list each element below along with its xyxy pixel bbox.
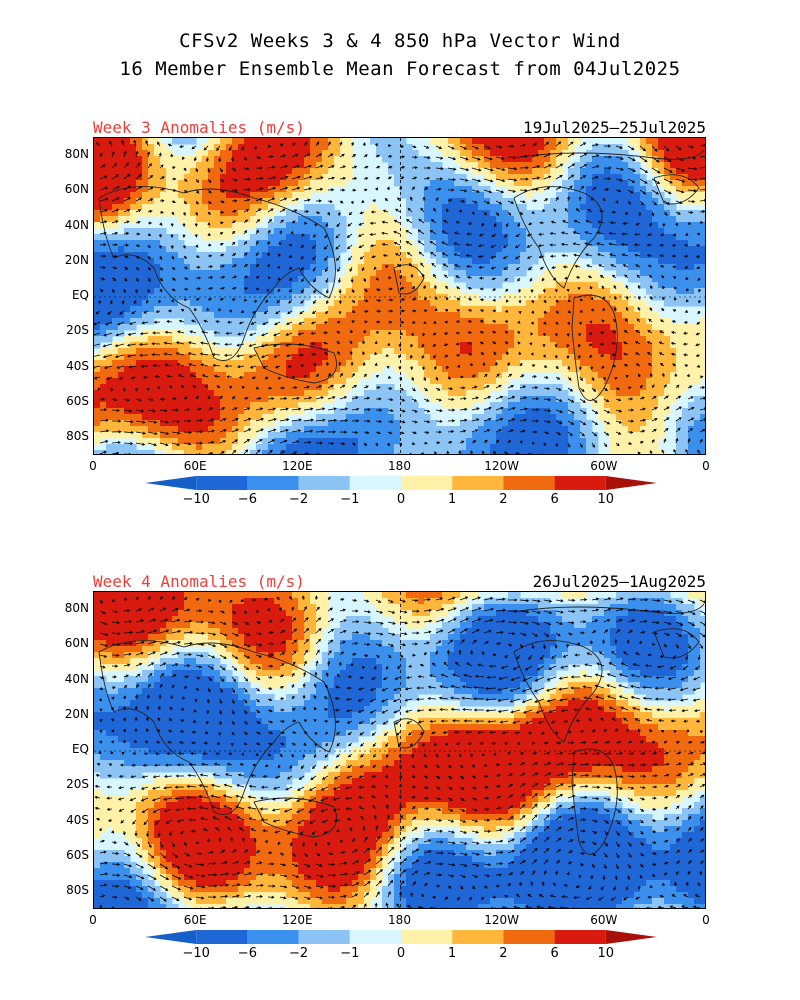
lon-tick-label: 0 <box>89 459 97 473</box>
lat-tick-label: 60S <box>66 847 89 862</box>
panel-2-map <box>93 591 706 909</box>
panel-1-map <box>93 137 706 455</box>
lat-tick-label: EQ <box>71 288 89 302</box>
lat-tick-label: 20N <box>64 252 89 267</box>
lat-tick-label: 20S <box>66 777 89 792</box>
colorbar-tick-label: −2 <box>289 492 309 507</box>
lon-tick-label: 0 <box>702 459 710 473</box>
lat-tick-label: EQ <box>71 742 89 756</box>
colorbar-tick-label: 10 <box>597 492 615 507</box>
lon-tick-label: 180 <box>388 459 411 473</box>
lat-tick-label: 40N <box>64 671 89 686</box>
colorbar-tick-label: 6 <box>550 946 559 961</box>
lat-tick-label: 40S <box>66 812 89 827</box>
lon-tick-label: 120W <box>484 459 520 473</box>
lon-tick-label: 60E <box>183 459 207 473</box>
title-line-1: CFSv2 Weeks 3 & 4 850 hPa Vector Wind <box>179 30 621 52</box>
lat-tick-label: 80N <box>64 147 89 161</box>
panel-1-label: Week 3 Anomalies (m/s) <box>93 118 305 137</box>
panel-1-dates: 19Jul2025—25Jul2025 <box>522 118 706 137</box>
colorbar-tick-label: 6 <box>550 492 559 507</box>
lon-tick-label: 120E <box>282 459 313 473</box>
lon-tick-label: 180 <box>388 913 411 927</box>
lat-tick-label: 40N <box>64 217 89 232</box>
panel-1-colorbar <box>145 476 657 490</box>
colorbar-tick-label: −10 <box>182 492 210 507</box>
colorbar-tick-label: −1 <box>340 492 360 507</box>
colorbar-tick-label: 0 <box>396 492 406 507</box>
lat-tick-label: 60N <box>64 636 89 651</box>
panel-2-colorbar <box>145 930 657 944</box>
colorbar-tick-label: 10 <box>597 946 615 961</box>
lat-tick-label: 80N <box>64 601 89 615</box>
colorbar-tick-label: −1 <box>340 946 360 961</box>
lat-tick-label: 60S <box>66 393 89 408</box>
lat-tick-label: 20S <box>66 323 89 338</box>
title-line-2: 16 Member Ensemble Mean Forecast from 04… <box>119 58 681 80</box>
colorbar-tick-label: 2 <box>499 946 508 961</box>
colorbar-tick-label: 2 <box>499 492 508 507</box>
colorbar-tick-label: −6 <box>237 492 257 507</box>
colorbar-tick-label: −6 <box>237 946 257 961</box>
colorbar-tick-label: −10 <box>182 946 210 961</box>
lon-tick-label: 60W <box>590 913 618 927</box>
lon-tick-label: 0 <box>89 913 97 927</box>
lon-tick-label: 60E <box>183 913 207 927</box>
lon-tick-label: 60W <box>590 459 618 473</box>
lat-tick-label: 80S <box>66 883 89 897</box>
colorbar-tick-label: −2 <box>289 946 309 961</box>
lat-tick-label: 60N <box>64 182 89 197</box>
panel-2-label: Week 4 Anomalies (m/s) <box>93 572 305 591</box>
lat-tick-label: 40S <box>66 358 89 373</box>
lat-tick-label: 80S <box>66 429 89 443</box>
colorbar-tick-label: 1 <box>448 492 457 507</box>
lon-tick-label: 0 <box>702 913 710 927</box>
colorbar-tick-label: 1 <box>448 946 457 961</box>
panel-2-dates: 26Jul2025—1Aug2025 <box>532 572 706 591</box>
lon-tick-label: 120W <box>484 913 520 927</box>
lat-tick-label: 20N <box>64 706 89 721</box>
lon-tick-label: 120E <box>282 913 313 927</box>
colorbar-tick-label: 0 <box>396 946 406 961</box>
